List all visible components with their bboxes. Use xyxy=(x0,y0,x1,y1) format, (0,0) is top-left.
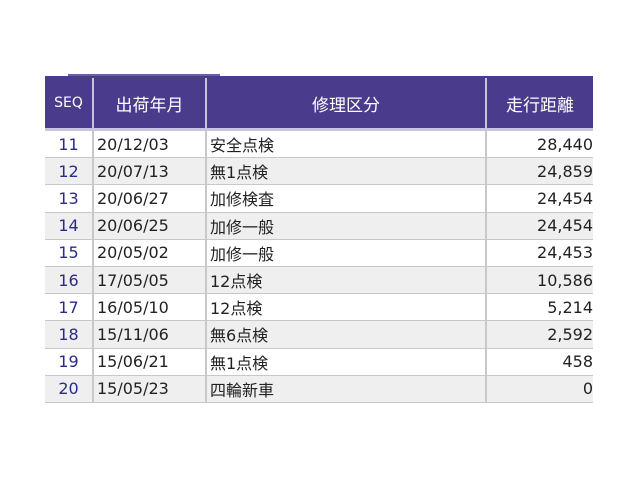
seq-cell: 12 xyxy=(45,157,94,186)
mileage-cell: 10,586 xyxy=(486,266,593,295)
mileage-cell: 24,454 xyxy=(486,184,593,213)
tab-indicator xyxy=(68,74,220,76)
table-row[interactable]: 14 20/06/25 加修一般 24,454 xyxy=(45,212,593,240)
ship-date-cell: 15/11/06 xyxy=(93,320,207,349)
mileage-cell: 24,453 xyxy=(486,239,593,267)
ship-date-cell: 17/05/05 xyxy=(93,266,207,295)
ship-date-cell: 20/12/03 xyxy=(93,129,207,159)
table-row[interactable]: 19 15/06/21 無1点検 458 xyxy=(45,348,593,376)
seq-cell: 13 xyxy=(45,184,94,213)
table-row[interactable]: 11 20/12/03 安全点検 28,440 xyxy=(45,129,593,159)
seq-cell: 15 xyxy=(45,239,94,267)
ship-date-cell: 15/05/23 xyxy=(93,375,207,403)
header-mileage[interactable]: 走行距離 xyxy=(486,78,593,131)
mileage-cell: 28,440 xyxy=(486,129,593,159)
repair-type-cell: 四輪新車 xyxy=(206,375,487,403)
mileage-cell: 458 xyxy=(486,348,593,376)
seq-cell: 19 xyxy=(45,348,94,376)
header-seq[interactable]: SEQ xyxy=(45,78,94,131)
repair-type-cell: 無1点検 xyxy=(206,348,487,376)
seq-cell: 18 xyxy=(45,320,94,349)
table-row[interactable]: 16 17/05/05 12点検 10,586 xyxy=(45,266,593,295)
ship-date-cell: 20/07/13 xyxy=(93,157,207,186)
seq-cell: 17 xyxy=(45,293,94,322)
repair-type-cell: 加修一般 xyxy=(206,212,487,240)
seq-cell: 16 xyxy=(45,266,94,295)
table-row[interactable]: 18 15/11/06 無6点検 2,592 xyxy=(45,320,593,349)
mileage-cell: 2,592 xyxy=(486,320,593,349)
maintenance-history-table: SEQ 出荷年月 修理区分 走行距離 11 20/12/03 安全点検 28,440 1… xyxy=(45,76,593,403)
table-row[interactable]: 12 20/07/13 無1点検 24,859 xyxy=(45,157,593,186)
ship-date-cell: 20/05/02 xyxy=(93,239,207,267)
table-header-row: SEQ 出荷年月 修理区分 走行距離 xyxy=(45,78,593,131)
repair-type-cell: 安全点検 xyxy=(206,129,487,159)
table-row[interactable]: 17 16/05/10 12点検 5,214 xyxy=(45,293,593,322)
repair-type-cell: 無1点検 xyxy=(206,157,487,186)
header-ship-date[interactable]: 出荷年月 xyxy=(93,78,207,131)
repair-type-cell: 加修一般 xyxy=(206,239,487,267)
mileage-cell: 5,214 xyxy=(486,293,593,322)
header-repair-type[interactable]: 修理区分 xyxy=(206,78,487,131)
table-row[interactable]: 13 20/06/27 加修検査 24,454 xyxy=(45,184,593,213)
repair-type-cell: 12点検 xyxy=(206,266,487,295)
seq-cell: 20 xyxy=(45,375,94,403)
mileage-cell: 24,859 xyxy=(486,157,593,186)
mileage-cell: 0 xyxy=(486,375,593,403)
mileage-cell: 24,454 xyxy=(486,212,593,240)
ship-date-cell: 20/06/25 xyxy=(93,212,207,240)
seq-cell: 14 xyxy=(45,212,94,240)
ship-date-cell: 16/05/10 xyxy=(93,293,207,322)
table-row[interactable]: 20 15/05/23 四輪新車 0 xyxy=(45,375,593,403)
repair-type-cell: 無6点検 xyxy=(206,320,487,349)
ship-date-cell: 15/06/21 xyxy=(93,348,207,376)
seq-cell: 11 xyxy=(45,129,94,159)
ship-date-cell: 20/06/27 xyxy=(93,184,207,213)
repair-type-cell: 加修検査 xyxy=(206,184,487,213)
repair-type-cell: 12点検 xyxy=(206,293,487,322)
table-row[interactable]: 15 20/05/02 加修一般 24,453 xyxy=(45,239,593,267)
